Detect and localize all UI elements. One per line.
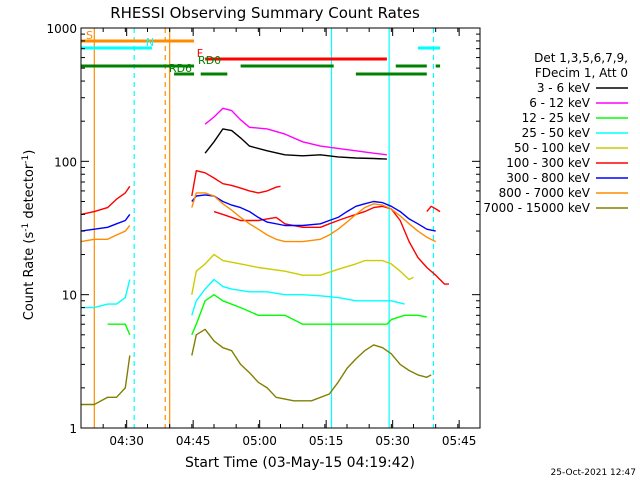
y-axis-label-part: Count Rate (s (22, 232, 37, 321)
x-tick-label: 05:30 (375, 434, 410, 448)
legend: Det 1,3,5,6,7,9, FDecim 1, Att 0 3 - 6 k… (483, 51, 628, 215)
x-tick-label: 05:45 (442, 434, 477, 448)
series-line-5 (191, 253, 414, 295)
series-lines (80, 107, 449, 406)
generation-timestamp: 25-Oct-2021 12:47 (551, 468, 636, 478)
legend-entry-label: 100 - 300 keV (506, 156, 590, 170)
legend-header-line-2: FDecim 1, Att 0 (535, 66, 628, 80)
x-tick-label: 05:00 (242, 434, 277, 448)
flag-bar-label: F (197, 47, 203, 60)
legend-entry-label: 800 - 7000 keV (499, 186, 591, 200)
series-line-8 (191, 192, 437, 243)
series-line-9 (81, 355, 131, 406)
axes: 1 10 100 1000 04:30 04:45 05:00 05:15 05:30 05:45 (46, 22, 481, 448)
series-line-7 (191, 194, 436, 232)
x-axis-label: Start Time (03-May-15 04:19:42) (185, 455, 415, 471)
y-tick-label: 100 (54, 155, 77, 169)
legend-entry-label: 12 - 25 keV (522, 111, 591, 125)
series-line-6 (213, 205, 449, 285)
x-tick-label: 04:45 (176, 434, 211, 448)
x-tick-label: 05:15 (309, 434, 344, 448)
y-axis-label: Count Rate (s-1 detector-1) (21, 150, 37, 321)
y-axis-label-superscript: -1 (21, 155, 31, 164)
series-line-4 (191, 278, 405, 316)
legend-entry-label: 50 - 100 keV (514, 141, 591, 155)
series-line-8 (80, 225, 131, 243)
legend-entry-label: 25 - 50 keV (522, 126, 591, 140)
legend-entry-label: 7000 - 15000 keV (483, 201, 590, 215)
series-line-3 (107, 323, 131, 336)
flag-bar-label: N (146, 36, 154, 49)
series-line-6 (80, 185, 131, 216)
x-tick-label: 04:30 (109, 434, 144, 448)
legend-entry-label: 6 - 12 keV (529, 96, 591, 110)
series-line-4 (81, 279, 131, 309)
flag-bar-label: RD6 (169, 62, 192, 75)
y-axis-label-part: detector (22, 163, 37, 223)
legend-entry-label: 3 - 6 keV (537, 81, 591, 95)
y-axis-label-superscript: -1 (21, 223, 31, 232)
series-line-7 (80, 213, 131, 232)
series-line-6 (426, 205, 441, 213)
series-line-6 (191, 169, 281, 197)
plot-area (81, 28, 480, 428)
flag-bar-label: S (86, 29, 93, 42)
plot-background (81, 28, 480, 428)
series-line-3 (191, 294, 427, 336)
legend-entry-label: 300 - 800 keV (506, 171, 590, 185)
chart-title: RHESSI Observing Summary Count Rates (110, 4, 420, 22)
legend-header-line-1: Det 1,3,5,6,7,9, (534, 51, 628, 65)
series-line-9 (191, 328, 432, 402)
series-line-2 (204, 107, 387, 156)
y-tick-label: 1 (69, 422, 77, 436)
y-tick-label: 10 (62, 289, 77, 303)
flag-bar-label: RD0 (198, 54, 221, 67)
series-line-1 (204, 128, 387, 160)
y-axis-label-part: ) (22, 150, 37, 155)
y-tick-label: 1000 (46, 22, 77, 36)
